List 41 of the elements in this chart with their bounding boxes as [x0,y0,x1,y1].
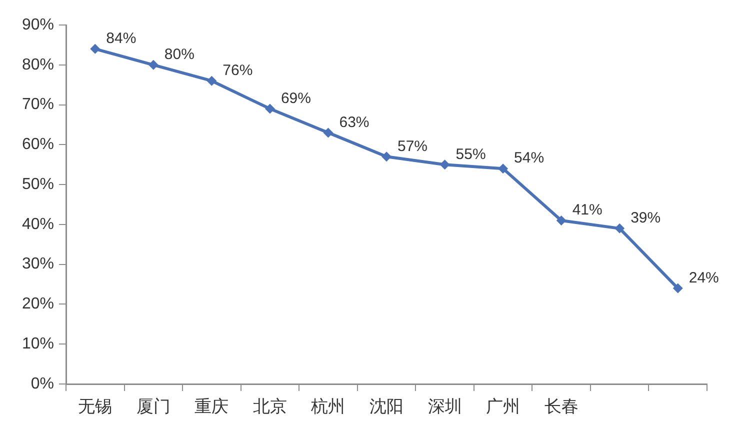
data-label: 84% [106,30,136,48]
data-label: 54% [514,150,544,167]
y-tick-label: 90% [22,16,54,34]
point [440,160,450,170]
point [498,164,508,174]
point [556,215,566,226]
point [90,44,100,54]
x-tick-label: 重庆 [194,396,229,416]
x-tick-label: 深圳 [428,396,462,416]
data-label: 24% [688,269,719,286]
y-tick-label: 10% [22,336,54,353]
y-tick-label: 70% [22,96,54,114]
x-tick-label: 沈阳 [370,396,404,416]
y-tick-label: 80% [22,56,54,74]
y-tick-label: 50% [22,176,54,193]
point [672,283,683,294]
data-label: 55% [456,146,486,163]
point [323,128,334,138]
point [264,104,275,114]
y-tick-label: 40% [22,216,54,233]
x-tick-label: 厦门 [136,396,170,416]
x-tick-label: 无锡 [78,396,112,416]
point [206,76,217,86]
y-tick-label: 20% [22,296,54,313]
point [614,223,625,234]
data-label: 57% [398,138,428,155]
data-label: 41% [572,202,602,219]
x-tick-label: 广州 [486,396,520,416]
data-label: 39% [630,210,661,227]
point [148,60,158,70]
y-tick-label: 0% [30,375,54,392]
y-tick-label: 60% [22,136,54,154]
x-tick-label: 北京 [252,396,287,416]
data-label: 80% [164,46,194,64]
data-label: 63% [339,114,370,131]
y-tick-label: 30% [22,256,54,273]
x-tick-label: 长春 [544,396,578,416]
data-label: 76% [222,62,253,79]
point [382,152,392,162]
data-label: 69% [280,90,311,107]
x-tick-label: 杭州 [310,396,346,416]
